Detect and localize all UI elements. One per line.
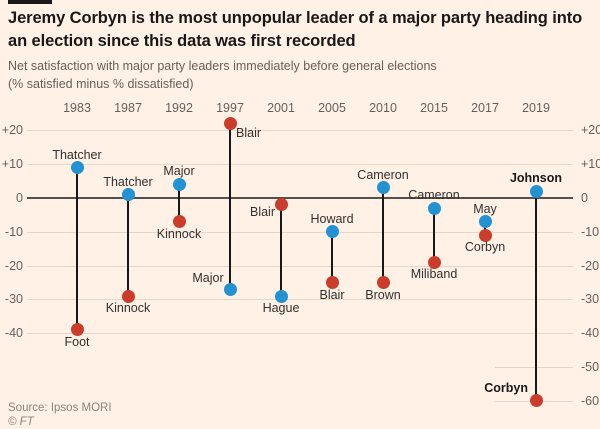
grid-line: [27, 333, 573, 335]
leader-label: Cameron: [357, 167, 409, 182]
grid-line: [27, 130, 573, 132]
leader-label: Kinnock: [105, 301, 151, 316]
leader-label: Howard: [310, 211, 354, 226]
chart-footer: Source: Ipsos MORI © FT: [8, 401, 112, 429]
y-axis-label-left: +10: [1, 157, 23, 172]
leader-label: Blair: [249, 204, 275, 219]
leader-pair-stem: [280, 204, 282, 296]
leader-dot: [70, 323, 84, 337]
y-axis-label-right: -60: [581, 393, 600, 408]
leader-label: Miliband: [410, 267, 458, 282]
chart-title-line2: an election since this data was first re…: [8, 31, 356, 50]
leader-label: Corbyn: [464, 240, 506, 255]
grid-line: [27, 231, 573, 233]
leader-label: Brown: [365, 287, 401, 302]
zero-axis-line: [27, 197, 573, 199]
year-label: 2005: [318, 101, 346, 115]
leader-pair-stem: [178, 184, 180, 222]
leader-dot: [274, 289, 288, 303]
leader-dot: [70, 161, 84, 175]
year-label: 2015: [420, 101, 448, 115]
leader-label: Cameron: [408, 188, 460, 203]
y-axis-label-right: +10: [581, 157, 600, 172]
leader-dot: [325, 276, 339, 289]
leader-dot: [376, 276, 390, 289]
chart-subtitle: Net satisfaction with major party leader…: [8, 57, 437, 93]
year-label: 1987: [114, 101, 142, 115]
source-text: Source: Ipsos MORI: [8, 402, 112, 414]
leader-label: Corbyn: [484, 380, 528, 395]
y-axis-label-left: -30: [4, 292, 23, 307]
grid-line: [27, 164, 573, 166]
leader-dot: [121, 289, 135, 303]
leader-label: Kinnock: [156, 226, 202, 241]
leader-pair-stem: [331, 231, 333, 283]
leader-pair-stem: [484, 221, 486, 236]
chart-title-line1: Jeremy Corbyn is the most unpopular lead…: [8, 9, 583, 27]
leader-pair-stem: [76, 167, 78, 330]
year-label: 2001: [267, 101, 295, 115]
leader-pair-stem: [433, 208, 435, 263]
y-axis-label-right: -20: [581, 258, 600, 273]
y-axis-label-left: -10: [4, 224, 23, 239]
leader-dot: [223, 282, 237, 296]
ft-top-bar: [8, 0, 52, 4]
leader-label: Blair: [319, 287, 345, 302]
leader-label: Major: [163, 164, 195, 179]
leader-pair-stem: [535, 191, 537, 401]
y-axis-label-right: -50: [581, 360, 600, 374]
leader-dot: [376, 181, 390, 195]
chart-subtitle-line2: (% satisfied minus % dissatisfied): [8, 77, 194, 91]
year-label: 1983: [63, 101, 91, 115]
leader-dot: [172, 177, 186, 191]
leader-dot: [427, 201, 441, 215]
y-axis-label-left: +20: [1, 123, 23, 138]
year-label: 1997: [216, 101, 244, 115]
year-label: 2017: [471, 101, 499, 115]
leader-pair-stem: [229, 123, 231, 290]
leader-dot: [529, 394, 543, 408]
chart-subtitle-line1: Net satisfaction with major party leader…: [8, 59, 437, 73]
y-axis-label-left: 0: [16, 191, 23, 205]
grid-line: [27, 265, 573, 267]
grid-line: [27, 299, 573, 301]
y-axis-label-right: 0: [581, 191, 588, 205]
leader-dot: [427, 255, 441, 269]
leader-label: Thatcher: [52, 147, 102, 162]
leader-dot: [478, 215, 492, 229]
leader-dot: [274, 198, 288, 212]
year-label: 2019: [522, 101, 550, 115]
leader-label: May: [473, 201, 497, 216]
y-axis-label-left: -20: [4, 258, 23, 273]
y-axis-label-right: -30: [581, 292, 600, 307]
leader-pair-stem: [382, 187, 384, 283]
leader-pair-stem: [127, 194, 129, 296]
leader-label: Foot: [64, 334, 90, 349]
leader-dot: [478, 228, 492, 242]
leader-label: Thatcher: [103, 174, 153, 189]
leader-dot: [223, 117, 237, 131]
leader-label: Major: [192, 271, 224, 286]
year-label: 1992: [165, 101, 193, 115]
ft-copyright: © FT: [8, 416, 34, 428]
y-axis-label-right: -40: [581, 326, 600, 341]
leader-dot: [529, 184, 543, 198]
leader-dot: [172, 215, 186, 229]
y-axis-label-right: +20: [581, 123, 600, 138]
leader-dot: [121, 188, 135, 202]
leader-dot: [325, 225, 339, 239]
leader-label: Hague: [262, 301, 300, 316]
chart-title: Jeremy Corbyn is the most unpopular lead…: [8, 7, 582, 52]
year-label: 2010: [369, 101, 397, 115]
grid-line-short: [495, 367, 573, 368]
leader-label: Johnson: [509, 171, 563, 186]
y-axis-label-right: -10: [581, 224, 600, 239]
y-axis-label-left: -40: [4, 326, 23, 341]
leader-label: Blair: [236, 125, 262, 140]
